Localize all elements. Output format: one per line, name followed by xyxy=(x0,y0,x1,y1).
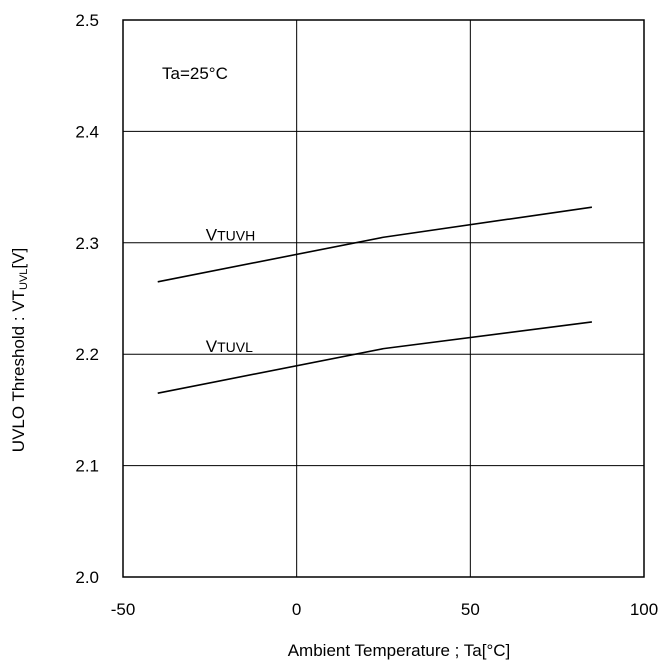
series-line-vtuvh xyxy=(157,206,593,283)
x-axis-label: Ambient Temperature ; Ta[°C] xyxy=(288,641,511,660)
x-tick-label: -50 xyxy=(111,600,136,619)
series-lines xyxy=(157,206,593,394)
grid xyxy=(123,20,644,577)
plot-frame xyxy=(122,19,645,578)
y-tick-label: 2.5 xyxy=(75,11,99,30)
y-tick-label: 2.4 xyxy=(75,122,99,141)
series-label-vtuvl: VTUVL xyxy=(206,337,253,356)
annotation-ta: Ta=25°C xyxy=(162,64,228,83)
series-line-vtuvl xyxy=(157,321,593,394)
y-tick-label: 2.0 xyxy=(75,568,99,587)
x-axis-ticks: -50 0 50 100 xyxy=(111,600,658,619)
y-tick-label: 2.2 xyxy=(75,345,99,364)
x-tick-label: 100 xyxy=(630,600,658,619)
y-tick-label: 2.3 xyxy=(75,234,99,253)
x-tick-label: 50 xyxy=(461,600,480,619)
x-tick-label: 0 xyxy=(292,600,301,619)
y-axis-label-sub: UVL xyxy=(18,269,30,290)
y-axis-label: UVLO Threshold : VTUVL[V] xyxy=(9,248,30,452)
y-axis-label-main: UVLO Threshold : VT xyxy=(9,290,28,452)
y-tick-label: 2.1 xyxy=(75,457,99,476)
y-axis-ticks: 2.0 2.1 2.2 2.3 2.4 2.5 xyxy=(75,11,99,587)
series-labels: VTUVH VTUVL xyxy=(206,226,255,356)
y-axis-label-suffix: [V] xyxy=(9,248,28,269)
series-label-vtuvh: VTUVH xyxy=(206,226,255,245)
